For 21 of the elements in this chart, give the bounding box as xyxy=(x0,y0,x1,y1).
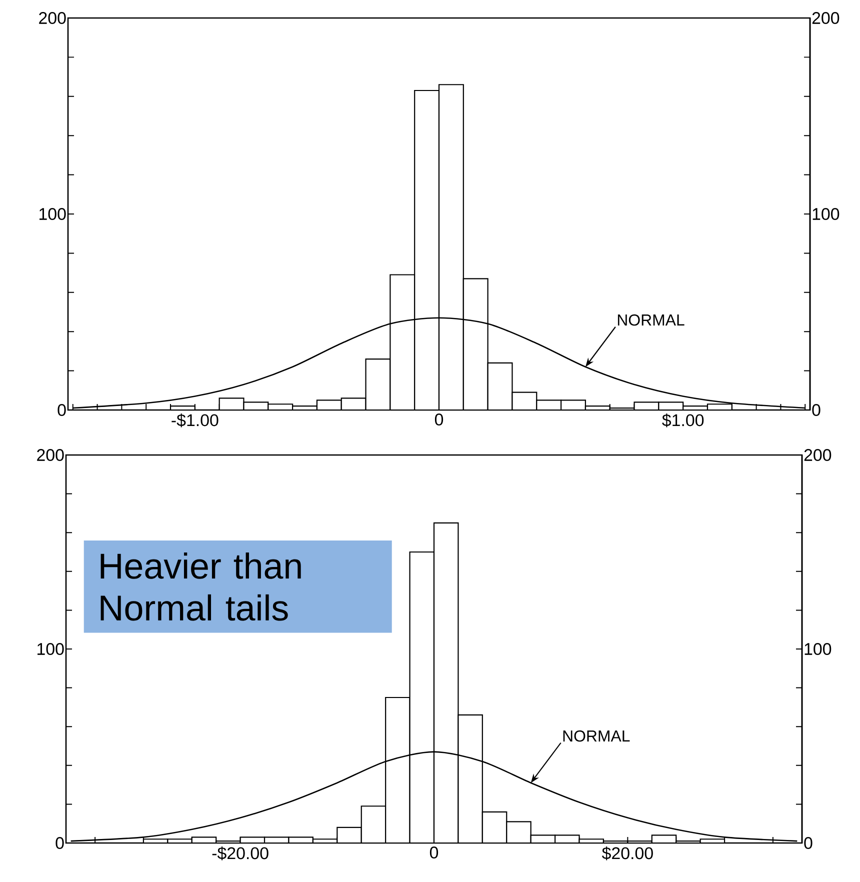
y-tick-label: 100 xyxy=(38,642,64,655)
y2-tick-label: 0 xyxy=(812,404,820,416)
y-tick-label: 200 xyxy=(37,448,64,461)
y2-tick-label: 200 xyxy=(812,12,840,24)
annotation: Heavier than Normal tails xyxy=(100,552,301,621)
x-tick-label: 0 xyxy=(434,414,444,426)
y-tick-label: 200 xyxy=(39,12,66,24)
x-tick-label: $20.00 xyxy=(602,846,653,860)
annotation: NORMAL xyxy=(563,730,630,742)
y-tick-label: 100 xyxy=(40,208,66,220)
y2-tick-label: 100 xyxy=(804,642,832,655)
x-tick-label: -$1.00 xyxy=(172,414,218,428)
y-tick-label: 0 xyxy=(56,836,64,849)
y-tick-label: 0 xyxy=(58,404,66,416)
annotation: NORMAL xyxy=(618,314,684,326)
x-tick-label: $1.00 xyxy=(662,414,704,428)
y2-tick-label: 100 xyxy=(812,208,840,220)
x-tick-label: 0 xyxy=(430,846,438,859)
y2-tick-label: 0 xyxy=(804,836,812,849)
y2-tick-label: 200 xyxy=(804,448,832,461)
x-tick-label: -$20.00 xyxy=(212,846,268,860)
